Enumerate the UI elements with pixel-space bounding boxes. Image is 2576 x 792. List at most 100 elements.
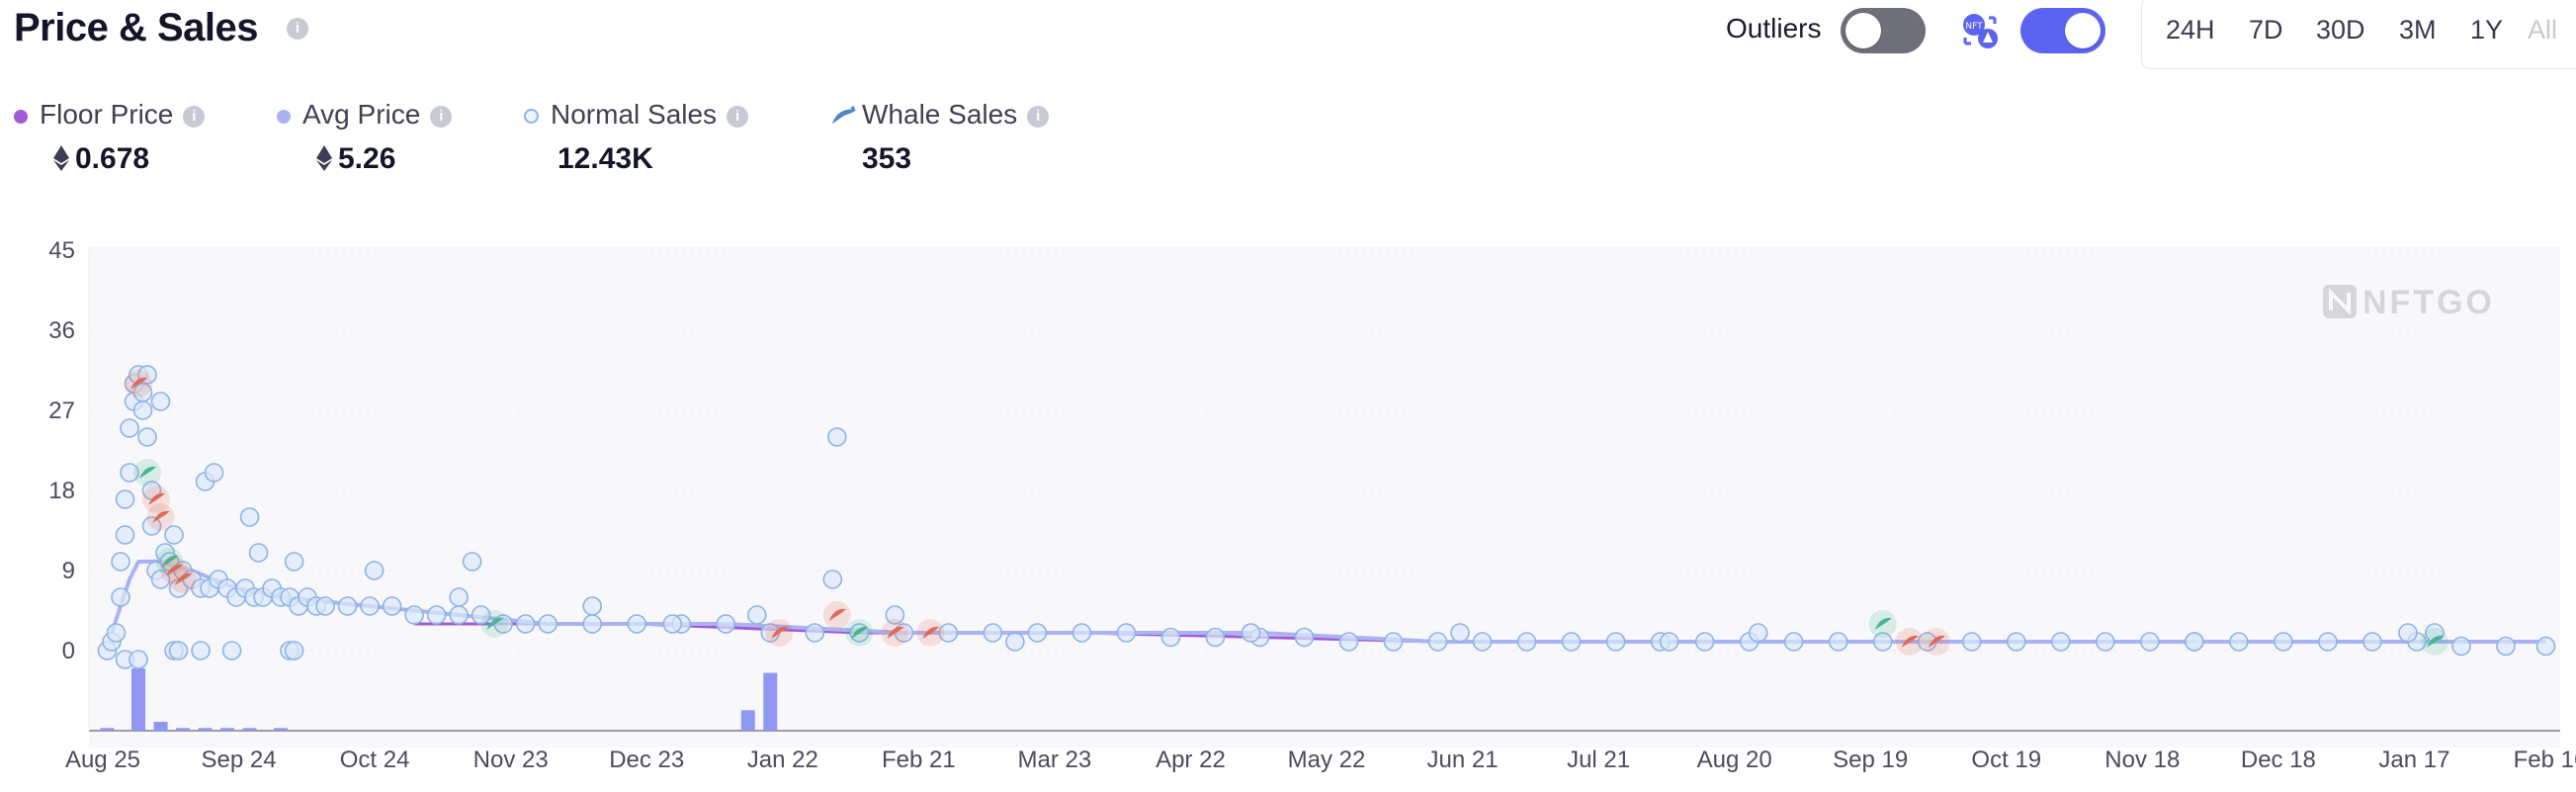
sale-point: [1072, 623, 1092, 643]
svg-text:NFTGO: NFTGO: [2362, 284, 2495, 321]
sale-point: [1427, 632, 1448, 652]
sale-point: [1160, 627, 1181, 648]
range-30d-button[interactable]: 30D: [2316, 15, 2365, 44]
x-tick-label: Mar 23: [1018, 747, 1092, 773]
nft-mode-icon[interactable]: NFT: [1959, 10, 2001, 51]
sale-point: [1383, 632, 1404, 652]
price-sales-chart[interactable]: 45 36 27 18 9 0 Aug 25 Sep 24 Oct 24 Nov 23 Dec 2…: [0, 227, 2576, 787]
range-1y-button[interactable]: 1Y: [2470, 15, 2504, 44]
sale-point: [1005, 632, 1025, 652]
avg-price-dot-icon: [277, 109, 291, 124]
sale-point: [2398, 623, 2418, 643]
x-tick-label: Jul 21: [1567, 747, 1630, 773]
whale-icon: [832, 105, 856, 124]
sale-point: [2051, 632, 2071, 652]
whale-sale-mark: [152, 510, 170, 523]
sale-point: [191, 641, 211, 660]
legend-normal-sales[interactable]: Normal Sales i 12.43K: [524, 99, 749, 176]
sale-point: [746, 605, 767, 625]
sale-point: [315, 596, 335, 616]
x-tick-label: Jan 17: [2378, 747, 2449, 773]
sale-point: [364, 561, 385, 580]
sale-point: [221, 641, 242, 660]
chart-header: Price & Sales i Outliers NFT 24H 7D 30D …: [0, 0, 2576, 69]
price-mode-toggle[interactable]: [2020, 8, 2105, 53]
whale-sale-mark: [175, 572, 193, 585]
sale-point: [2006, 632, 2026, 652]
sale-point: [1659, 632, 1679, 652]
sale-point: [137, 427, 157, 447]
range-3m-button[interactable]: 3M: [2399, 15, 2437, 44]
sale-point: [164, 525, 184, 545]
sale-point: [2451, 636, 2471, 657]
sale-point: [2096, 632, 2115, 652]
sale-point: [150, 570, 171, 589]
sale-point: [111, 587, 130, 607]
volume-bar: [763, 672, 778, 731]
y-tick-label: 9: [62, 558, 75, 584]
info-icon[interactable]: i: [1027, 105, 1050, 128]
sale-point: [1450, 623, 1470, 643]
whale-sale-mark: [148, 492, 166, 505]
x-tick-label: Dec 18: [2241, 747, 2316, 773]
x-tick-label: Apr 22: [1156, 747, 1226, 773]
sale-point: [382, 596, 402, 616]
info-icon[interactable]: i: [287, 18, 308, 40]
x-tick-label: Oct 24: [340, 747, 410, 773]
floor-price-dot-icon: [14, 109, 28, 124]
whale-sales-value: 353: [862, 142, 912, 175]
legend-normal-label: Normal Sales: [551, 99, 718, 130]
range-all-button[interactable]: All: [2528, 15, 2558, 44]
legend-whale-sales[interactable]: Whale Sales i 353: [830, 99, 1050, 176]
sale-point: [1338, 632, 1359, 652]
y-tick-label: 45: [48, 237, 75, 264]
sale-point: [2496, 636, 2516, 657]
outliers-toggle[interactable]: [1841, 8, 1926, 53]
sale-point: [2535, 636, 2556, 657]
sale-point: [132, 400, 153, 420]
info-icon[interactable]: i: [183, 105, 206, 128]
sale-point: [1205, 627, 1226, 648]
sale-point: [1961, 632, 1982, 652]
sale-point: [239, 507, 260, 527]
sale-point: [284, 641, 304, 660]
sale-point: [2229, 632, 2249, 652]
sale-point: [662, 614, 683, 634]
x-tick-label: Nov 18: [2104, 747, 2180, 773]
x-tick-label: Feb 16: [2514, 747, 2576, 773]
chart-legend: Floor Price i 0.678 Avg Price i 5.26 Norma…: [0, 99, 1186, 198]
sale-point: [141, 516, 162, 536]
volume-bar: [242, 728, 257, 731]
sale-point: [1561, 632, 1582, 652]
sale-point: [2140, 632, 2160, 652]
sale-point: [1748, 623, 1768, 643]
volume-bar: [220, 728, 235, 731]
sale-point: [716, 614, 736, 634]
legend-whale-label: Whale Sales: [862, 99, 1018, 130]
sale-point: [1605, 632, 1626, 652]
chart-canvas[interactable]: 45 36 27 18 9 0 Aug 25 Sep 24 Oct 24 Nov 23 Dec 2…: [0, 227, 2576, 787]
normal-sales-value: 12.43K: [558, 142, 653, 175]
y-tick-label: 18: [48, 478, 75, 504]
range-7d-button[interactable]: 7D: [2249, 15, 2283, 44]
legend-floor-price[interactable]: Floor Price i 0.678: [14, 99, 206, 176]
sale-point: [627, 614, 647, 634]
whale-sale-mark: [130, 377, 148, 390]
sale-point: [150, 392, 171, 411]
whale-sale-mark: [887, 626, 904, 639]
range-24h-button[interactable]: 24H: [2166, 15, 2215, 44]
floor-price-value: 0.678: [75, 142, 150, 175]
sale-point: [111, 552, 130, 572]
toggle-knob: [2065, 13, 2101, 48]
info-icon[interactable]: i: [430, 105, 453, 128]
x-tick-label: Dec 23: [609, 747, 684, 773]
sale-point: [129, 650, 148, 669]
sale-point: [826, 427, 847, 447]
sale-point: [462, 552, 482, 572]
time-range-selector: 24H 7D 30D 3M 1Y All: [2141, 0, 2576, 69]
legend-avg-price[interactable]: Avg Price i 5.26: [277, 99, 453, 176]
sale-point: [120, 418, 139, 438]
x-tick-label: Feb 21: [882, 747, 956, 773]
info-icon[interactable]: i: [727, 105, 749, 128]
svg-text:NFT: NFT: [1965, 22, 1983, 32]
